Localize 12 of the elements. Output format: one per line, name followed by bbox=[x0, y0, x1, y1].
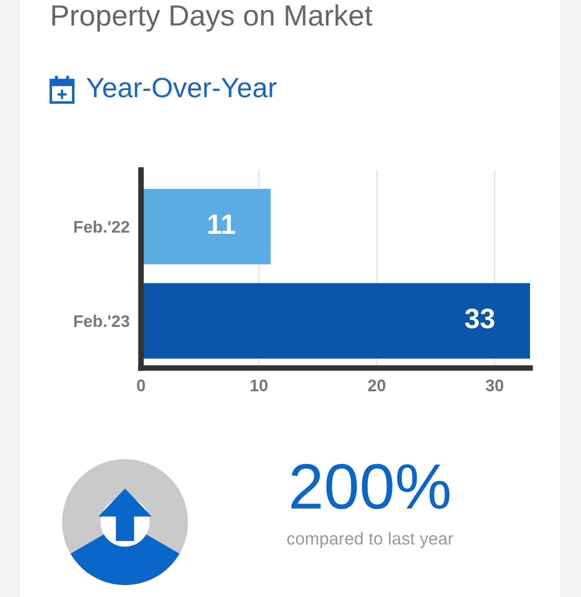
data-label: 33 bbox=[465, 308, 494, 328]
y-tick-label: Feb.'22 bbox=[74, 220, 130, 233]
data-label: 11 bbox=[208, 214, 236, 234]
y-tick-label: Feb.'23 bbox=[74, 314, 130, 328]
text: 200% bbox=[292, 464, 450, 510]
x-tick-label: 10 bbox=[250, 380, 268, 392]
text: compared to last year bbox=[287, 532, 454, 548]
x-tick-label: 20 bbox=[368, 380, 386, 392]
x-tick-label: 30 bbox=[486, 380, 504, 392]
chart-title: Property Days on Market bbox=[52, 4, 372, 32]
chart-subtitle: Year-Over-Year bbox=[86, 78, 277, 98]
x-tick-label: 0 bbox=[137, 380, 145, 392]
